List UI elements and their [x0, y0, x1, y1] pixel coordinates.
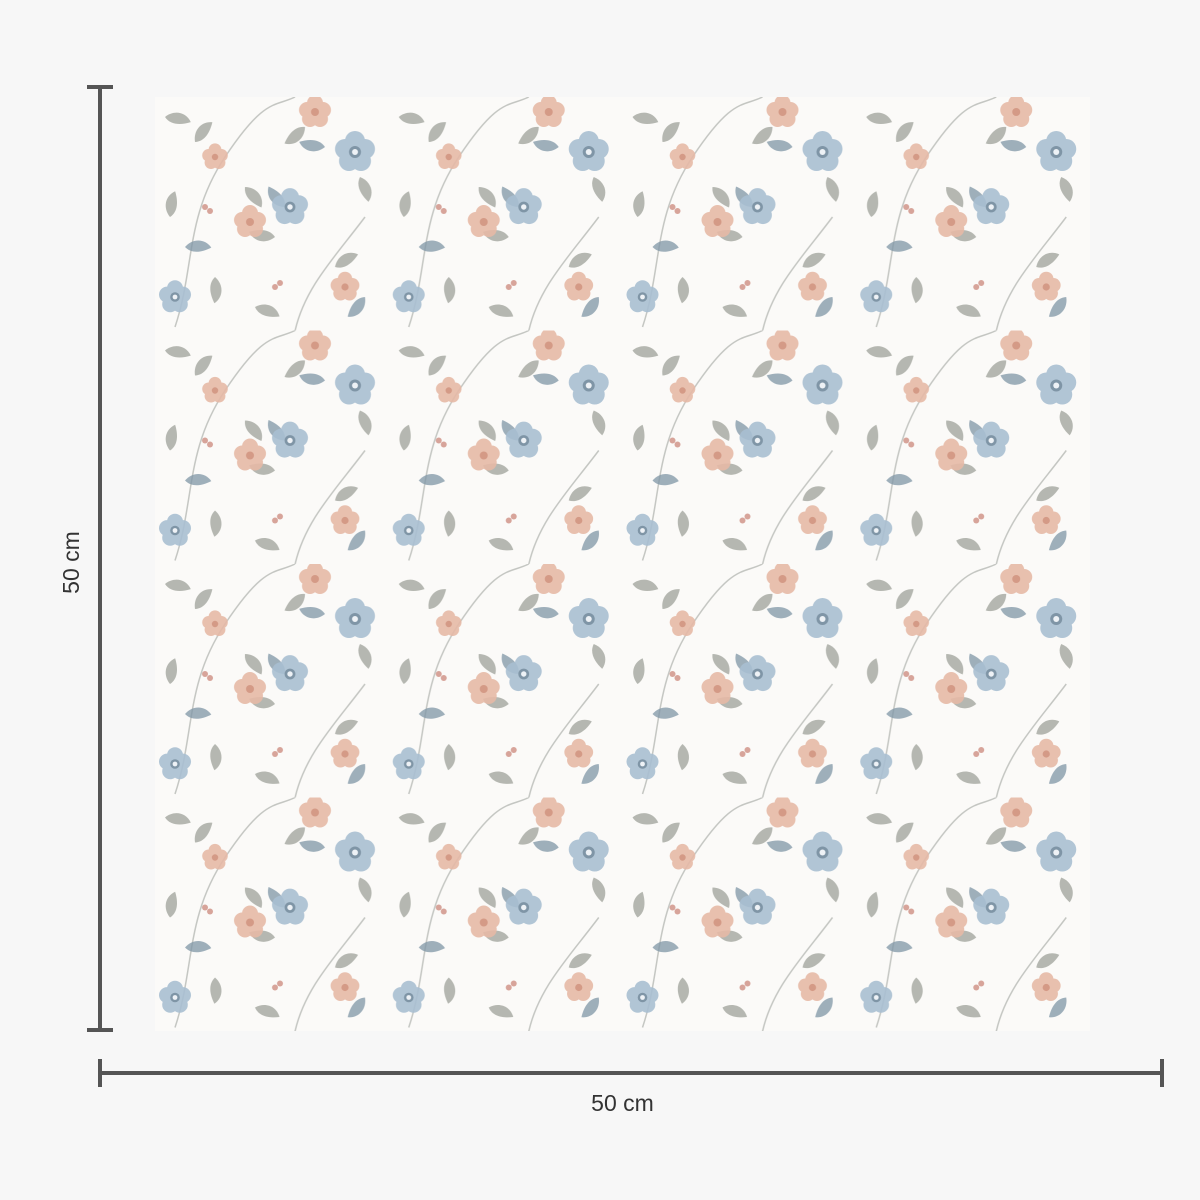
width-dimension-cap-right: [1160, 1059, 1164, 1087]
height-dimension-line: [98, 86, 102, 1031]
width-dimension-cap-left: [98, 1059, 102, 1087]
width-dimension-line: [98, 1071, 1164, 1075]
height-label: 50 cm: [58, 531, 84, 594]
width-label: 50 cm: [591, 1090, 654, 1116]
height-dimension-cap-bottom: [87, 1028, 113, 1032]
wallpaper-swatch: [155, 97, 1090, 1031]
height-dimension-cap-top: [87, 85, 113, 89]
floral-pattern-icon: [155, 97, 1090, 1031]
